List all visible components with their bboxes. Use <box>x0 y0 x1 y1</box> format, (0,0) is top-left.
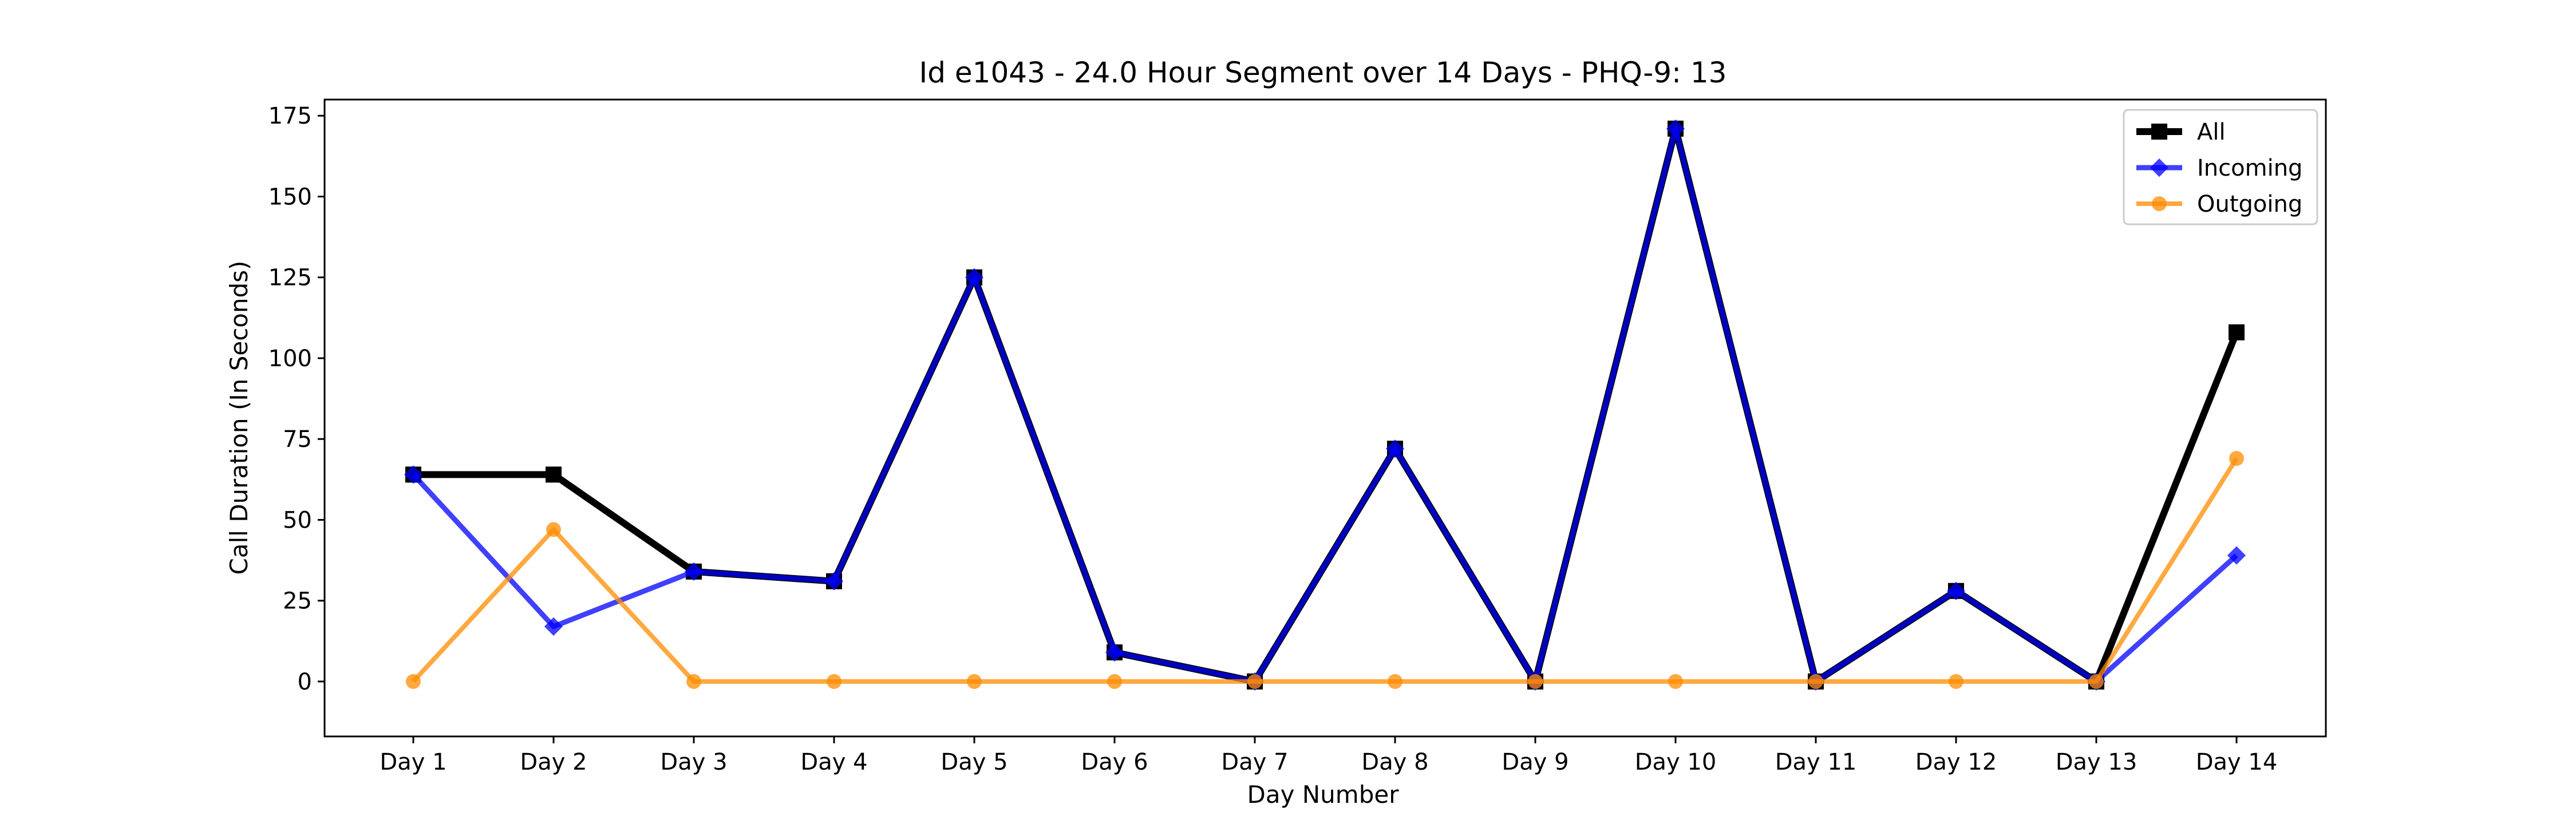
data-point <box>1666 119 1685 138</box>
data-point <box>824 572 844 591</box>
legend-label: Outgoing <box>2197 191 2302 217</box>
y-tick-label: 75 <box>283 426 312 453</box>
legend-item: All <box>2136 119 2226 145</box>
x-tick-label: Day 2 <box>520 749 587 775</box>
legend-label: All <box>2197 119 2226 145</box>
data-point <box>1247 674 1262 689</box>
data-point <box>1105 643 1124 662</box>
data-point <box>1949 674 1963 689</box>
data-point <box>686 674 701 689</box>
data-point <box>965 268 984 287</box>
x-tick-label: Day 5 <box>941 749 1008 775</box>
y-tick-label: 50 <box>283 507 312 533</box>
x-tick-label: Day 3 <box>660 749 727 775</box>
legend-item: Outgoing <box>2136 191 2302 217</box>
data-point <box>406 674 421 689</box>
data-point <box>2227 546 2246 565</box>
axes-layer: 0 25 50 75 100 125 150 175 Day 1 Day 2 Day 3 Day 4 D… <box>268 98 2327 775</box>
series-outgoing <box>406 451 2244 689</box>
data-point <box>1385 439 1405 458</box>
x-tick-label: Day 6 <box>1081 749 1148 775</box>
data-point <box>1388 674 1402 689</box>
series-incoming <box>404 119 2246 691</box>
x-tick-label: Day 7 <box>1221 749 1288 775</box>
data-point <box>684 562 704 581</box>
data-point <box>1668 674 1683 689</box>
y-tick-label: 175 <box>268 103 312 129</box>
x-axis-label: Day Number <box>1247 781 1399 809</box>
data-point <box>1808 674 1823 689</box>
data-point <box>827 674 841 689</box>
legend-marker <box>2152 196 2167 211</box>
x-tick-label: Day 11 <box>1775 749 1857 775</box>
plot-frame <box>323 98 2327 738</box>
legend-label: Incoming <box>2197 155 2302 181</box>
y-tick-label: 100 <box>268 346 312 372</box>
legend-marker <box>2151 124 2167 140</box>
x-tick-label: Day 9 <box>1502 749 1568 775</box>
data-point <box>967 674 982 689</box>
data-point <box>544 617 563 636</box>
legend-item: Incoming <box>2136 155 2302 181</box>
data-point <box>2089 674 2104 689</box>
y-tick-label: 25 <box>283 588 312 615</box>
series-layer <box>404 119 2246 691</box>
data-point <box>404 465 423 484</box>
y-tick-label: 150 <box>268 184 312 210</box>
x-tick-label: Day 12 <box>1915 749 1997 775</box>
x-tick-label: Day 8 <box>1361 749 1428 775</box>
y-tick-label: 125 <box>268 265 312 291</box>
x-tick-label: Day 13 <box>2056 749 2138 775</box>
legend-box <box>2123 109 2318 225</box>
data-point <box>2229 451 2244 466</box>
x-tick-label: Day 14 <box>2196 749 2278 775</box>
y-tick-label: 0 <box>298 669 312 695</box>
x-tick-label: Day 1 <box>380 749 447 775</box>
data-point <box>1946 581 1966 600</box>
x-tick-label: Day 4 <box>800 749 867 775</box>
data-point <box>546 466 562 483</box>
data-point <box>546 522 561 537</box>
data-point <box>1107 674 1122 689</box>
x-tick-label: Day 10 <box>1635 749 1717 775</box>
chart-title: Id e1043 - 24.0 Hour Segment over 14 Day… <box>919 56 1727 89</box>
legend-marker <box>2150 158 2169 177</box>
data-point <box>1528 674 1543 689</box>
series-line <box>412 457 2239 684</box>
y-axis-label: Call Duration (In Seconds) <box>225 260 253 575</box>
series-line <box>411 126 2239 684</box>
chart-legend: All Incoming Outgoing <box>2123 109 2318 225</box>
data-point <box>2229 324 2245 340</box>
